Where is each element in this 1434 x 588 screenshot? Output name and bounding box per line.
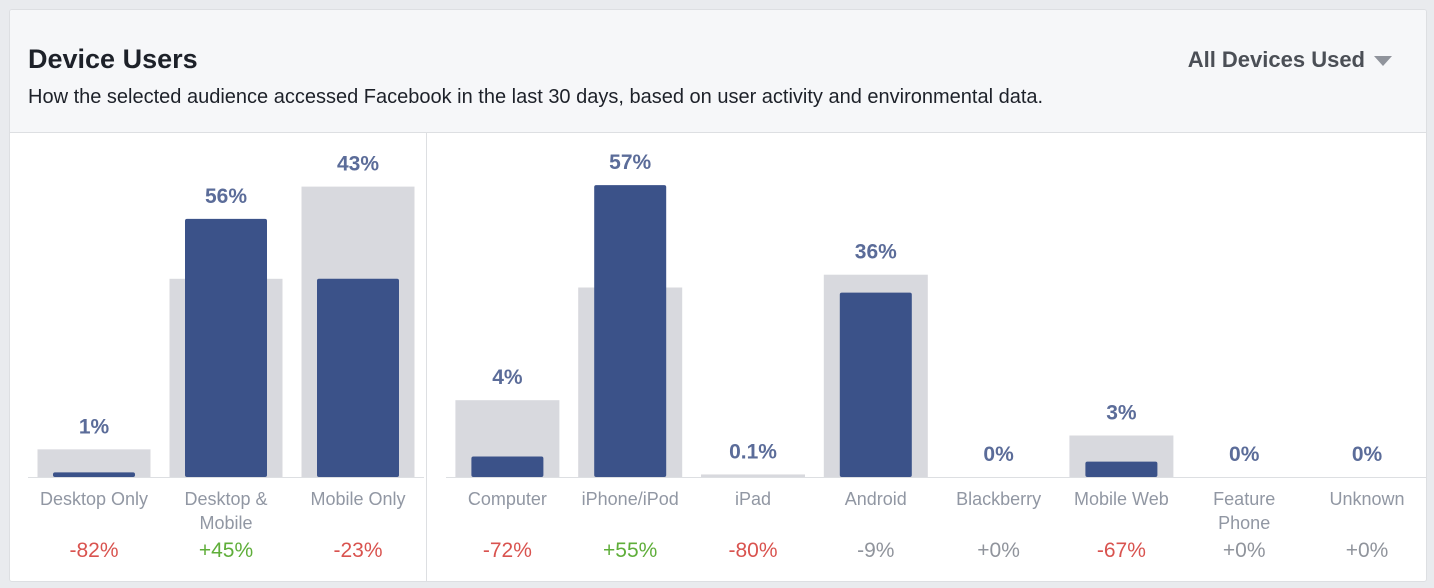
selected-bar <box>839 292 912 477</box>
category-label: Desktop Only <box>40 489 148 509</box>
selected-bar <box>53 472 135 477</box>
value-label: 4% <box>492 366 523 389</box>
card-title: Device Users <box>28 44 198 74</box>
selected-bar <box>594 185 667 477</box>
category-label: Mobile Web <box>1074 489 1169 509</box>
category-label: Computer <box>468 489 547 509</box>
value-label: 3% <box>1106 402 1137 425</box>
change-label: -67% <box>1097 539 1146 562</box>
value-label: 0% <box>1229 443 1260 466</box>
chart-divider <box>426 133 427 581</box>
change-label: +45% <box>199 539 253 562</box>
selected-bar <box>471 456 544 477</box>
value-label: 0% <box>1352 443 1383 466</box>
value-label: 36% <box>855 241 897 264</box>
change-label: -9% <box>857 539 894 562</box>
value-label: 0% <box>983 443 1014 466</box>
device-users-card: Device Users How the selected audience a… <box>9 9 1427 582</box>
selected-bar <box>317 278 399 477</box>
category-label: Android <box>845 489 907 509</box>
chevron-down-icon <box>1374 56 1392 66</box>
category-label: Desktop & <box>184 489 267 509</box>
change-label: -82% <box>69 539 118 562</box>
category-label: Feature <box>1213 489 1275 509</box>
baseline-bar <box>701 474 805 477</box>
change-label: +0% <box>1346 539 1389 562</box>
value-label: 56% <box>205 185 247 208</box>
selected-bar <box>1085 461 1158 477</box>
value-label: 1% <box>79 415 110 438</box>
category-label: iPhone/iPod <box>582 489 679 509</box>
change-label: -23% <box>333 539 382 562</box>
category-label: Mobile <box>199 513 252 533</box>
device-users-chart: 1% Desktop Only -82% 56% Desktop & Mobile +45%… <box>28 151 1426 562</box>
value-label: 57% <box>609 151 651 174</box>
card-header: Device Users How the selected audience a… <box>10 10 1426 133</box>
change-label: -80% <box>728 539 777 562</box>
change-label: +55% <box>603 539 657 562</box>
category-label: Phone <box>1218 513 1270 533</box>
category-label: Unknown <box>1329 489 1404 509</box>
value-label: 0.1% <box>729 440 777 463</box>
change-label: +0% <box>977 539 1020 562</box>
selected-bar <box>185 218 267 477</box>
category-label: Blackberry <box>956 489 1041 509</box>
value-label: 43% <box>337 153 379 176</box>
devices-dropdown[interactable]: All Devices Used <box>1188 47 1392 73</box>
category-label: iPad <box>735 489 771 509</box>
category-label: Mobile Only <box>310 489 405 509</box>
devices-dropdown-label: All Devices Used <box>1187 47 1365 72</box>
change-label: -72% <box>483 539 532 562</box>
change-label: +0% <box>1223 539 1266 562</box>
card-subtitle: How the selected audience accessed Faceb… <box>28 86 1044 108</box>
